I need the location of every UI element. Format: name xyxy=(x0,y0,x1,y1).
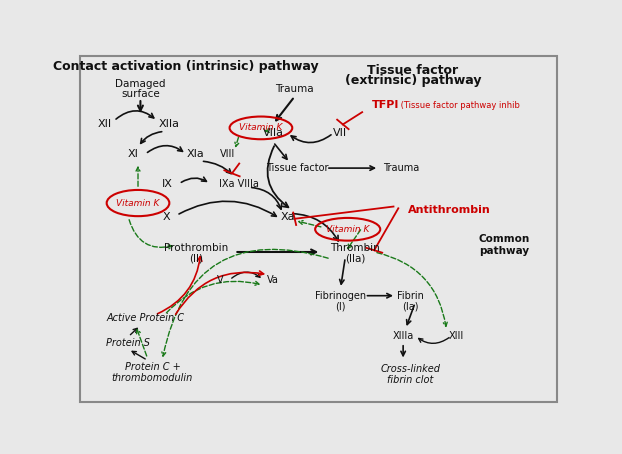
Text: (I): (I) xyxy=(335,301,346,311)
Text: (Tissue factor pathway inhib: (Tissue factor pathway inhib xyxy=(398,101,520,110)
Text: Trauma: Trauma xyxy=(276,84,314,94)
Text: Fibrinogen: Fibrinogen xyxy=(315,291,366,301)
Text: Fibrin: Fibrin xyxy=(397,291,424,301)
Text: Vitamin K: Vitamin K xyxy=(239,123,282,133)
Text: Cross-linked: Cross-linked xyxy=(381,364,440,374)
Text: fibrin clot: fibrin clot xyxy=(387,375,434,385)
Text: VII: VII xyxy=(333,128,348,138)
Text: (Ia): (Ia) xyxy=(402,301,419,311)
Text: VIIa: VIIa xyxy=(262,128,284,138)
Text: Protein C +: Protein C + xyxy=(124,362,180,372)
Text: XIII: XIII xyxy=(448,331,464,341)
Text: XIIa: XIIa xyxy=(159,119,180,129)
Text: IXa VIIIa: IXa VIIIa xyxy=(220,179,259,189)
Text: Tissue factor: Tissue factor xyxy=(266,163,328,173)
Text: Common
pathway: Common pathway xyxy=(479,234,530,256)
Text: VIII: VIII xyxy=(220,149,235,159)
Text: TFPI: TFPI xyxy=(372,100,399,110)
Text: (IIa): (IIa) xyxy=(345,254,365,264)
Text: Tissue factor: Tissue factor xyxy=(367,64,458,77)
Text: Protein S: Protein S xyxy=(106,338,151,348)
Text: Prothrombin: Prothrombin xyxy=(164,243,228,253)
Text: Trauma: Trauma xyxy=(383,163,419,173)
Text: Antithrombin: Antithrombin xyxy=(408,205,491,215)
Text: Active Protein C: Active Protein C xyxy=(106,313,184,323)
Text: V: V xyxy=(216,275,223,285)
Text: thrombomodulin: thrombomodulin xyxy=(112,373,193,383)
Text: Xa: Xa xyxy=(280,212,295,222)
Text: XI: XI xyxy=(128,149,139,159)
Text: X: X xyxy=(163,212,171,222)
Text: XIa: XIa xyxy=(187,149,205,159)
Text: Va: Va xyxy=(267,275,279,285)
Text: Damaged: Damaged xyxy=(115,79,165,89)
Text: surface: surface xyxy=(121,89,160,99)
Text: Contact activation (intrinsic) pathway: Contact activation (intrinsic) pathway xyxy=(53,60,319,73)
Text: IX: IX xyxy=(162,179,172,189)
Text: XIIIa: XIIIa xyxy=(392,331,414,341)
Text: (II): (II) xyxy=(189,254,203,264)
Text: Vitamin K: Vitamin K xyxy=(116,198,160,207)
Text: (extrinsic) pathway: (extrinsic) pathway xyxy=(345,74,481,87)
Text: Vitamin K: Vitamin K xyxy=(326,225,369,234)
Text: Thrombin: Thrombin xyxy=(330,243,380,253)
Text: XII: XII xyxy=(97,119,111,129)
FancyBboxPatch shape xyxy=(80,56,557,402)
